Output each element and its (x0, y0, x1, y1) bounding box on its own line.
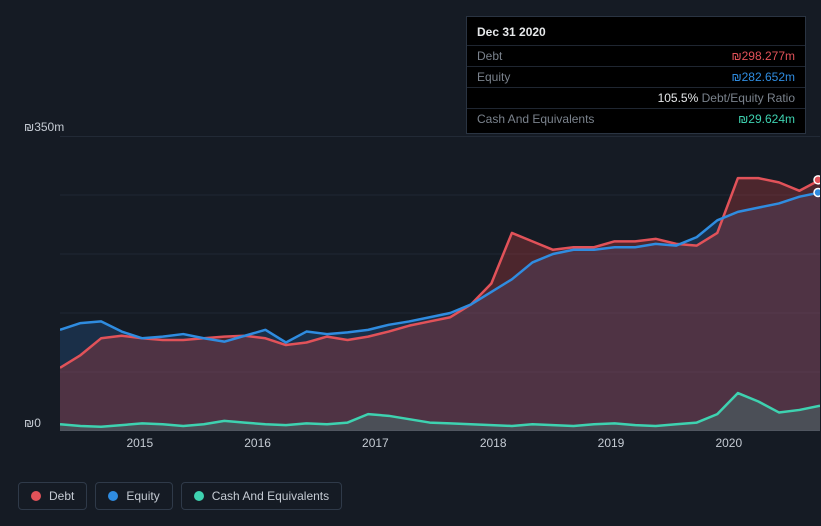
tooltip-row-debt: Debt ₪298.277m (467, 45, 805, 66)
tooltip-date: Dec 31 2020 (467, 21, 805, 45)
legend: Debt Equity Cash And Equivalents (18, 482, 342, 510)
tooltip-value-debt: ₪298.277m (731, 49, 795, 63)
tooltip-label: Equity (477, 70, 510, 84)
x-axis-tick: 2019 (598, 436, 625, 450)
legend-item-equity[interactable]: Equity (95, 482, 172, 510)
x-axis-tick: 2020 (715, 436, 742, 450)
legend-item-cash[interactable]: Cash And Equivalents (181, 482, 342, 510)
legend-label: Debt (49, 489, 74, 503)
tooltip-label: Debt (477, 49, 502, 63)
x-axis-tick: 2018 (480, 436, 507, 450)
chart-tooltip: Dec 31 2020 Debt ₪298.277m Equity ₪282.6… (466, 16, 806, 134)
legend-label: Equity (126, 489, 159, 503)
legend-dot-equity (108, 491, 118, 501)
y-axis-label-max: ₪350m (24, 120, 64, 134)
x-axis-tick: 2016 (244, 436, 271, 450)
legend-item-debt[interactable]: Debt (18, 482, 87, 510)
legend-label: Cash And Equivalents (212, 489, 329, 503)
tooltip-row-equity: Equity ₪282.652m (467, 66, 805, 87)
chart-svg[interactable] (60, 136, 820, 431)
tooltip-value-cash: ₪29.624m (738, 112, 795, 126)
legend-dot-debt (31, 491, 41, 501)
tooltip-value-ratio: 105.5% Debt/Equity Ratio (658, 91, 795, 105)
tooltip-row-cash: Cash And Equivalents ₪29.624m (467, 108, 805, 129)
chart-container: ₪350m ₪0 2015 2016 2017 2018 2019 2020 (16, 120, 805, 460)
legend-dot-cash (194, 491, 204, 501)
tooltip-value-equity: ₪282.652m (731, 70, 795, 84)
tooltip-label: Cash And Equivalents (477, 112, 594, 126)
y-axis-label-min: ₪0 (24, 416, 41, 430)
x-axis-tick: 2015 (126, 436, 153, 450)
tooltip-row-ratio: 105.5% Debt/Equity Ratio (467, 87, 805, 108)
x-axis-tick: 2017 (362, 436, 389, 450)
